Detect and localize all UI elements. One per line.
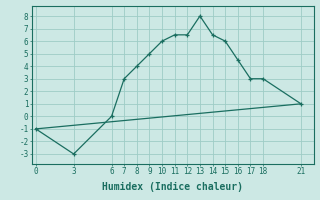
X-axis label: Humidex (Indice chaleur): Humidex (Indice chaleur) — [102, 182, 243, 192]
